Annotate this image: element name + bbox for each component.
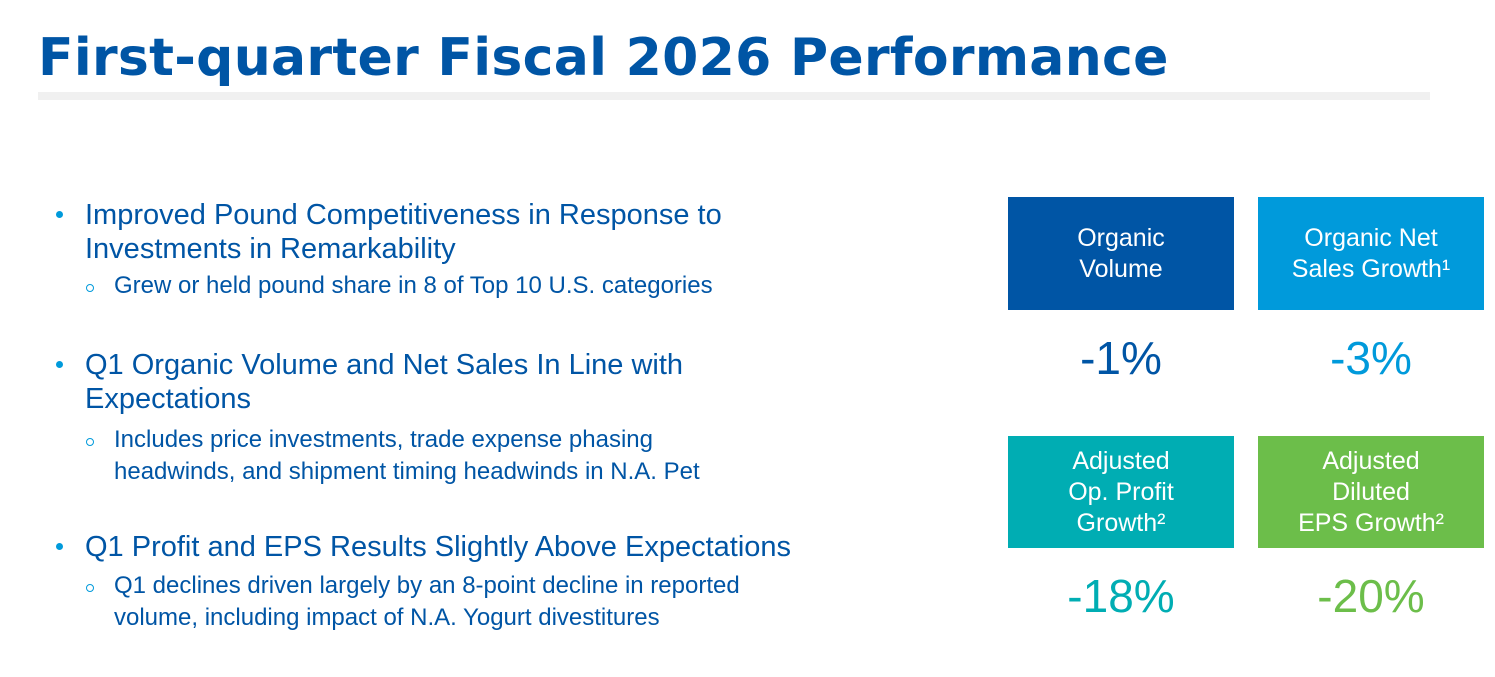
bullet-item: Q1 Organic Volume and Net Sales In Line … bbox=[52, 348, 700, 416]
bullet-text-line: Q1 Organic Volume and Net Sales In Line … bbox=[85, 349, 684, 381]
metric-label-organic-volume: Organic Volume bbox=[1008, 197, 1234, 310]
metric-value-organic-volume: -1% bbox=[1080, 332, 1162, 384]
metric-label-line: Sales Growth¹ bbox=[1291, 254, 1451, 283]
bullet-text-line: Q1 Profit and EPS Results Slightly Above… bbox=[85, 531, 792, 563]
bullet-dot-icon bbox=[56, 211, 63, 218]
metric-label-adjusted-op-profit: Adjusted Op. Profit Growth² bbox=[1008, 436, 1234, 548]
sub-bullet-text-line: Grew or held pound share in 8 of Top 10 … bbox=[114, 272, 713, 299]
metric-label-organic-net-sales: Organic Net Sales Growth¹ bbox=[1258, 197, 1484, 310]
sub-bullet-text-line: volume, including impact of N.A. Yogurt … bbox=[114, 604, 660, 631]
metric-label-line: Organic Net bbox=[1304, 223, 1438, 252]
bullet-text-line: Investments in Remarkability bbox=[85, 233, 456, 265]
metric-label-line: Organic bbox=[1077, 223, 1165, 252]
bullet-dot-icon bbox=[56, 361, 63, 368]
bullet-group-2: Q1 Organic Volume and Net Sales In Line … bbox=[52, 348, 700, 488]
metric-label-line: Adjusted bbox=[1322, 446, 1420, 475]
bullet-item: Improved Pound Competitiveness in Respon… bbox=[52, 198, 722, 266]
sub-bullet-item: Grew or held pound share in 8 of Top 10 … bbox=[52, 270, 722, 302]
sub-bullet-item: Q1 declines driven largely by an 8-point… bbox=[52, 570, 791, 634]
metric-label-line: Op. Profit bbox=[1068, 477, 1174, 506]
sub-bullet-text-line: Q1 declines driven largely by an 8-point… bbox=[114, 572, 740, 599]
sub-bullet-circle-icon bbox=[86, 438, 94, 446]
sub-bullet-item: Includes price investments, trade expens… bbox=[52, 424, 700, 488]
sub-bullet-text-line: headwinds, and shipment timing headwinds… bbox=[114, 458, 700, 485]
bullet-group-1: Improved Pound Competitiveness in Respon… bbox=[52, 198, 722, 302]
sub-bullet-circle-icon bbox=[86, 584, 94, 592]
metric-value-adjusted-diluted-eps: -20% bbox=[1317, 570, 1425, 622]
sub-bullet-text-line: Includes price investments, trade expens… bbox=[114, 426, 653, 453]
bullet-text-line: Improved Pound Competitiveness in Respon… bbox=[85, 199, 722, 231]
metric-label-line: Diluted bbox=[1332, 477, 1410, 506]
metric-label-adjusted-diluted-eps: Adjusted Diluted EPS Growth² bbox=[1258, 436, 1484, 548]
bullet-text-line: Expectations bbox=[85, 383, 252, 415]
metric-label-line: EPS Growth² bbox=[1298, 508, 1444, 537]
sub-bullet-circle-icon bbox=[86, 284, 94, 292]
bullet-item: Q1 Profit and EPS Results Slightly Above… bbox=[52, 530, 791, 564]
metric-value-organic-net-sales: -3% bbox=[1330, 332, 1412, 384]
title-divider bbox=[38, 92, 1430, 100]
page-title: First-quarter Fiscal 2026 Performance bbox=[38, 28, 1169, 88]
bullet-dot-icon bbox=[56, 543, 63, 550]
metric-label-line: Adjusted bbox=[1072, 446, 1170, 475]
bullet-group-3: Q1 Profit and EPS Results Slightly Above… bbox=[52, 530, 791, 634]
metric-label-line: Growth² bbox=[1076, 508, 1166, 537]
metric-value-adjusted-op-profit: -18% bbox=[1067, 570, 1175, 622]
metric-label-line: Volume bbox=[1079, 254, 1163, 283]
